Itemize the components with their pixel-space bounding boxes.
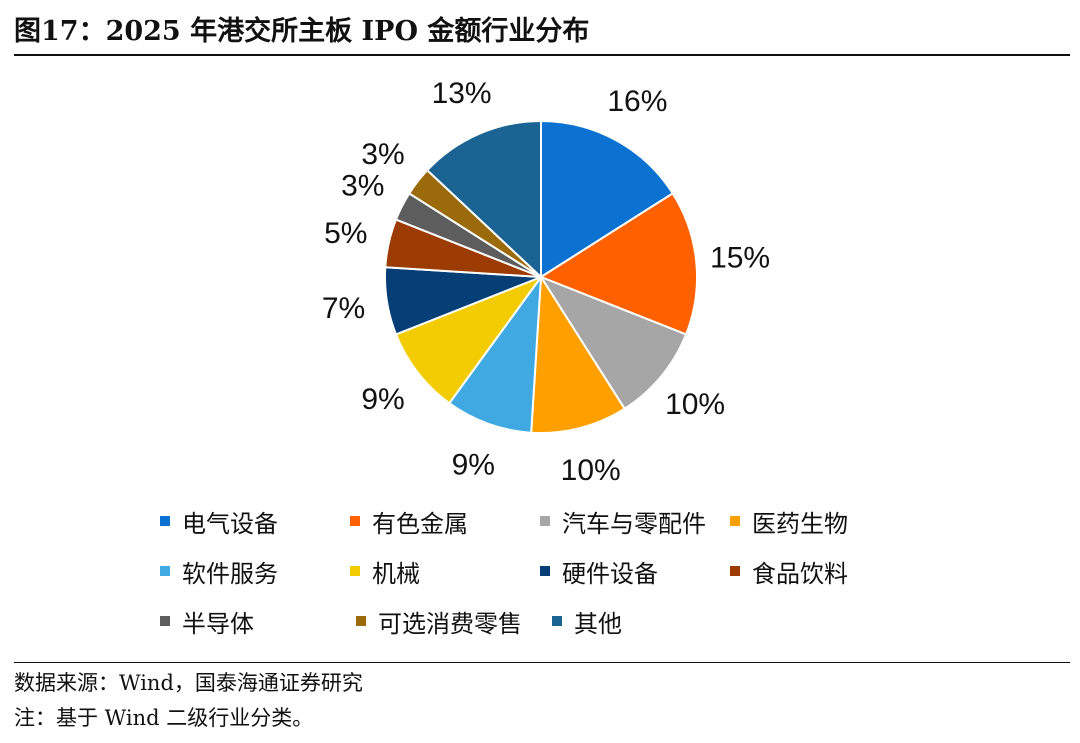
legend-label: 食品饮料 (752, 559, 848, 588)
legend-row: 半导体 可选消费零售 其他 (160, 596, 920, 646)
legend-item: 有色金属 (350, 504, 540, 539)
pie-slice (538, 192, 699, 336)
legend-swatch (350, 566, 360, 576)
legend-label: 其他 (574, 609, 622, 638)
slice-label: 3% (341, 170, 384, 203)
pie-slices (384, 119, 699, 434)
source-note: 数据来源：Wind，国泰海通证券研究 (14, 671, 363, 695)
legend-label: 硬件设备 (562, 559, 658, 588)
pie-slice (447, 273, 543, 434)
legend-item: 电气设备 (160, 504, 350, 539)
legend-item: 硬件设备 (540, 554, 730, 589)
legend-item: 医药生物 (730, 504, 920, 539)
legend-item: 其他 (552, 604, 748, 639)
pie-chart: 16% 15% 10% 10% 9% 9% 7% 5% 3%3% 13% (322, 77, 770, 487)
chart-legend: 电气设备 有色金属 汽车与零配件 医药生物软件服务 机械 硬件设备 食品饮料半导体 可选消费零… (160, 496, 920, 646)
legend-label: 软件服务 (182, 559, 278, 588)
pie-labels: 16% 15% 10% 10% 9% 9% 7% 5% 3%3% 13% (322, 77, 770, 487)
legend-label: 汽车与零配件 (562, 509, 706, 538)
legend-label: 电气设备 (182, 509, 278, 538)
legend-row: 电气设备 有色金属 汽车与零配件 医药生物 (160, 496, 920, 546)
legend-label: 机械 (372, 559, 420, 588)
slice-label: 5% (324, 217, 367, 250)
legend-swatch (160, 566, 170, 576)
pie-slice (530, 273, 626, 434)
legend-swatch (540, 566, 550, 576)
slice-label: 10% (665, 388, 725, 421)
legend-swatch (540, 516, 550, 526)
slice-label: 7% (322, 292, 365, 325)
legend-item: 软件服务 (160, 554, 350, 589)
figure-title: 图17：2025 年港交所主板 IPO 金额行业分布 (14, 10, 1070, 56)
legend-swatch (356, 616, 366, 626)
legend-label: 半导体 (182, 609, 254, 638)
legend-label: 医药生物 (752, 509, 848, 538)
legend-swatch (552, 616, 562, 626)
footer-divider (14, 662, 1070, 663)
slice-label: 9% (452, 449, 495, 482)
slice-label: 15% (710, 242, 770, 275)
legend-item: 可选消费零售 (356, 604, 552, 639)
slice-label: 9% (361, 383, 404, 416)
legend-item: 汽车与零配件 (540, 504, 730, 539)
classification-note: 注：基于 Wind 二级行业分类。 (14, 706, 314, 730)
legend-row: 软件服务 机械 硬件设备 食品饮料 (160, 546, 920, 596)
pie-slice (425, 119, 542, 280)
pie-slice (394, 274, 544, 405)
slice-label: 13% (432, 77, 492, 110)
pie-slice (540, 119, 675, 279)
legend-label: 有色金属 (372, 509, 468, 538)
legend-swatch (350, 516, 360, 526)
slice-label: 3% (361, 138, 404, 171)
slice-label: 10% (561, 454, 621, 487)
legend-swatch (730, 566, 740, 576)
slice-label: 16% (607, 85, 667, 118)
legend-item: 机械 (350, 554, 540, 589)
legend-swatch (160, 616, 170, 626)
legend-item: 食品饮料 (730, 554, 920, 589)
legend-item: 半导体 (160, 604, 356, 639)
legend-label: 可选消费零售 (378, 609, 522, 638)
pie-slice (538, 274, 688, 411)
legend-swatch (160, 516, 170, 526)
legend-swatch (730, 516, 740, 526)
